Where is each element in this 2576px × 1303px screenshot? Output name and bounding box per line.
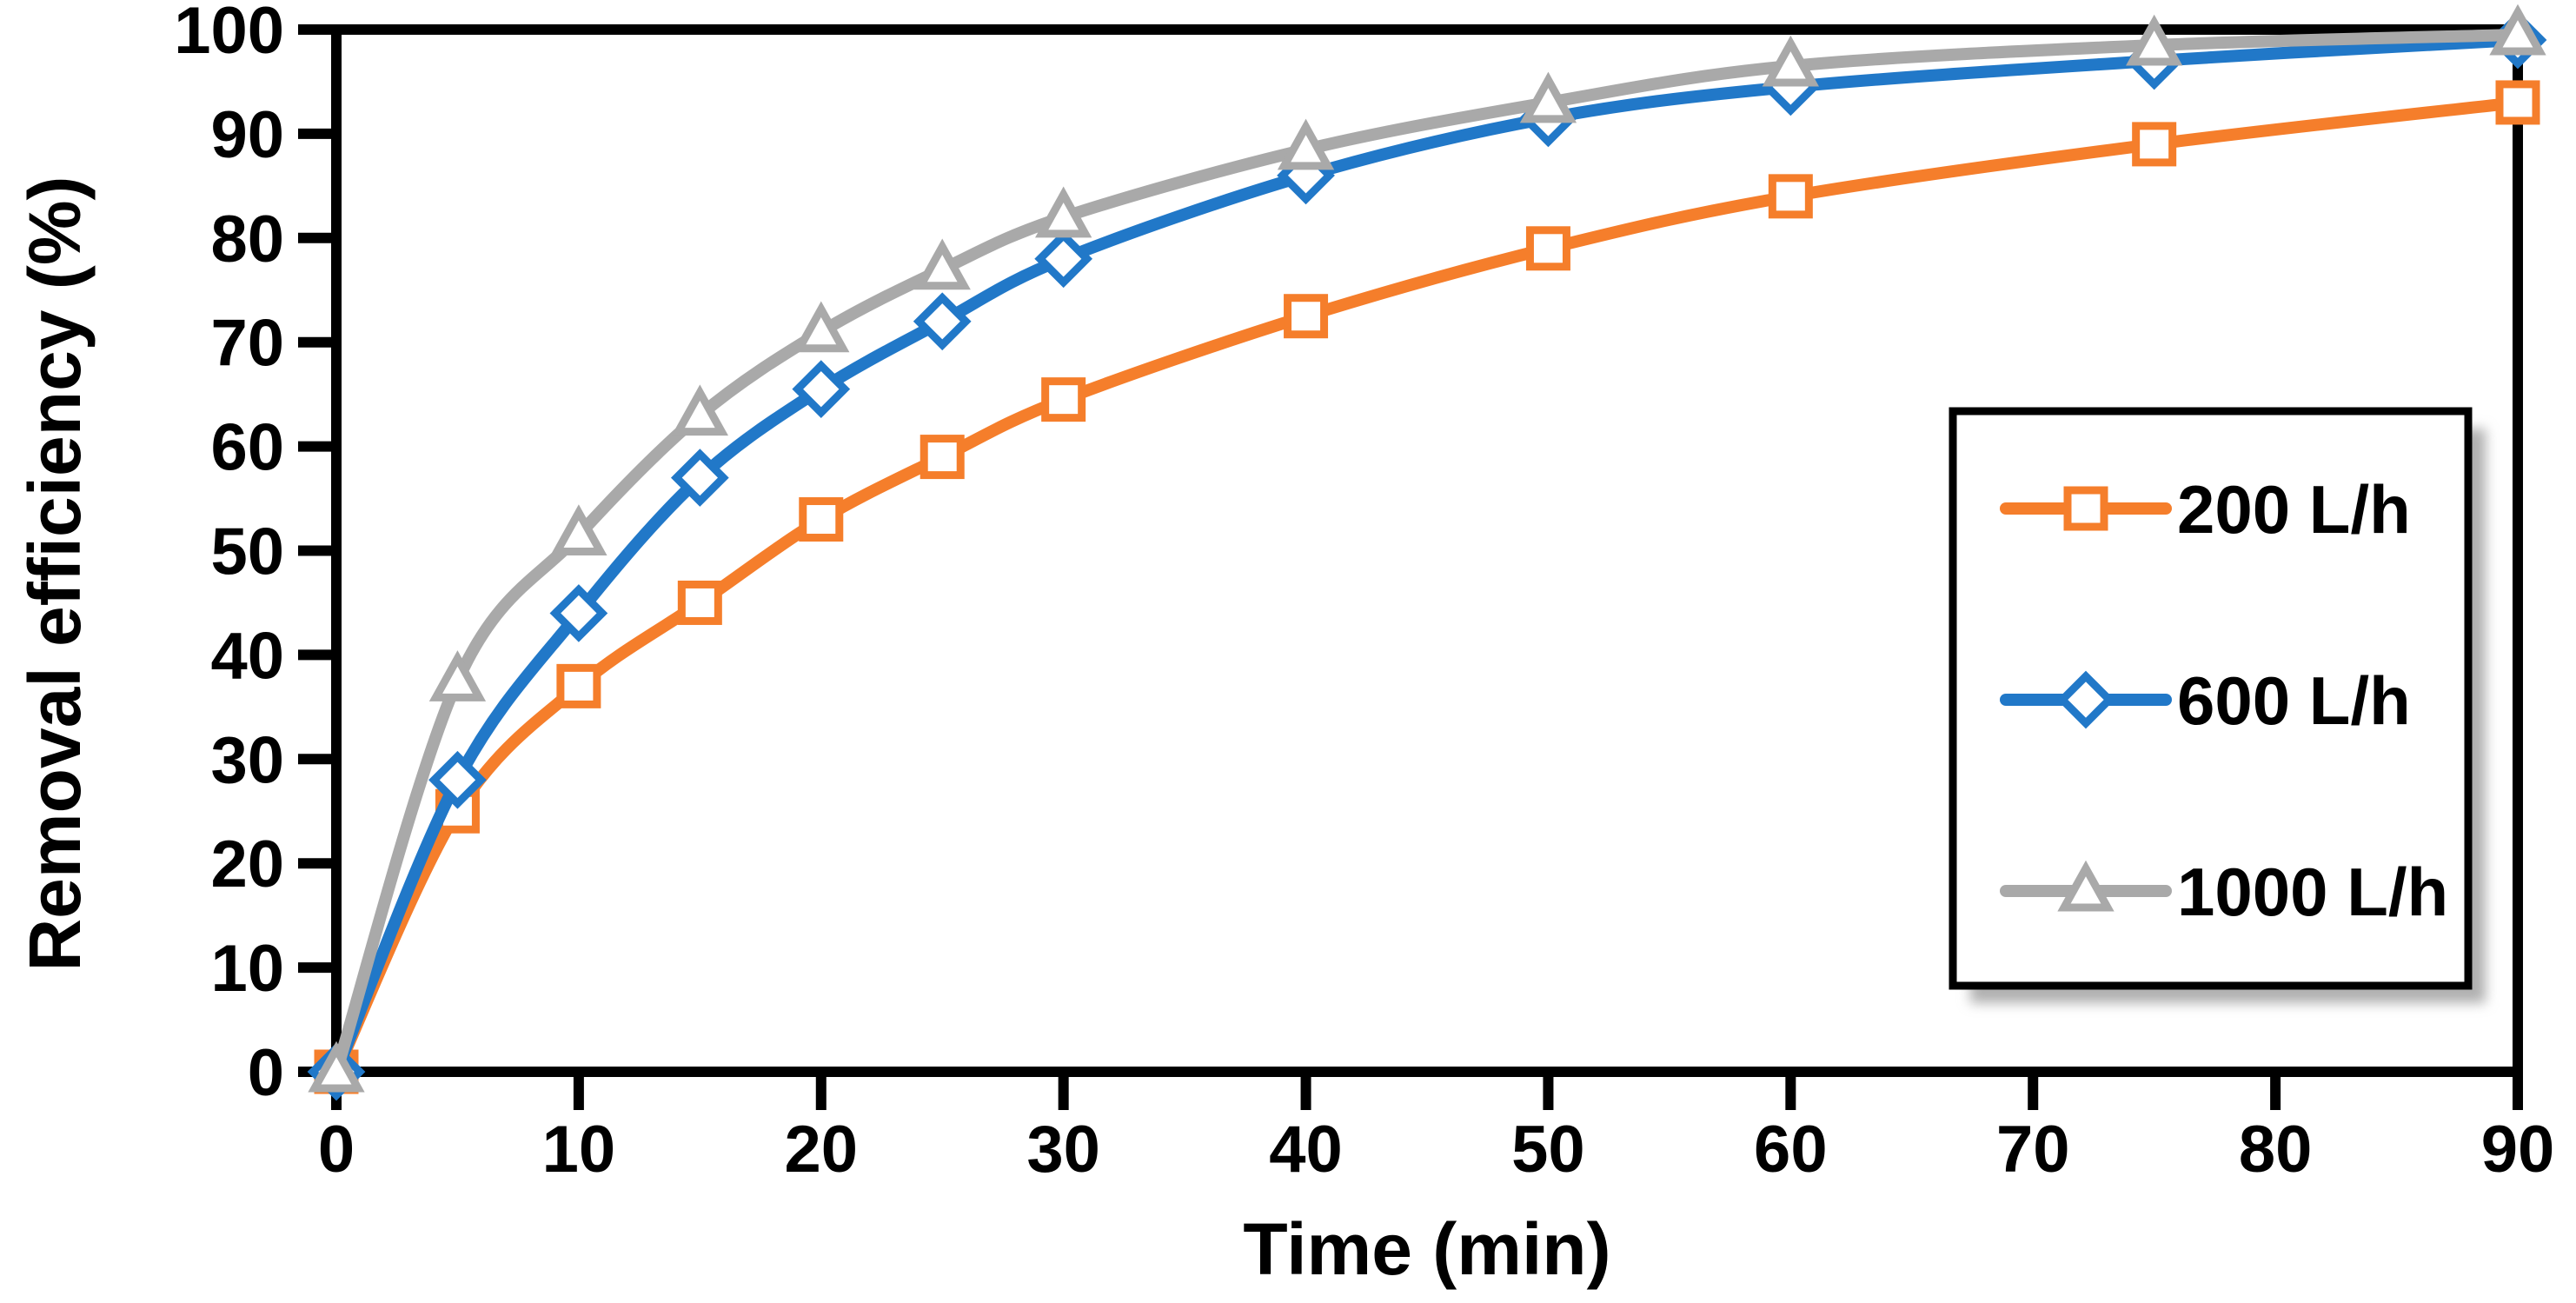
- legend-key-1000-l-h: [2000, 860, 2172, 912]
- series-1000-l-h: [308, 3, 2546, 1093]
- series-200-l-h-marker-square: [1284, 294, 1329, 339]
- legend-key-600-l-h: [2000, 670, 2172, 729]
- legend-key-1000-l-h-marker-triangle: [2057, 860, 2115, 912]
- series-600-l-h-marker-diamond: [792, 360, 851, 419]
- series-1000-l-h-marker-triangle: [671, 384, 728, 436]
- series-600-l-h-marker-diamond: [549, 584, 608, 642]
- series-600-l-h-marker-diamond: [1034, 229, 1093, 289]
- legend-keys: [2000, 486, 2172, 912]
- series-200-l-h-marker-square: [556, 663, 601, 708]
- series-600-l-h-marker-diamond: [670, 449, 729, 507]
- series-200-l-h-marker-square: [1768, 174, 1813, 219]
- legend-key-600-l-h-marker-diamond: [2056, 670, 2115, 729]
- series-1000-l-h-marker-triangle: [1762, 35, 1819, 87]
- x-tick-label: 30: [1026, 1113, 1100, 1187]
- series-200-l-h-marker-square: [1525, 226, 1570, 271]
- axis-tick-labels: 0 10 20 30 40 50 60 70 80 90 0 10 20 30 40 50 60 70 80 90 10…: [174, 0, 2554, 1187]
- series-200-l-h-marker-square: [1041, 377, 1086, 422]
- series-1000-l-h-marker-triangle: [428, 650, 487, 701]
- y-tick-label: 20: [210, 828, 284, 901]
- plot-frame: [331, 24, 2523, 1077]
- legend: 200 L/h 600 L/h 1000 L/h: [1949, 407, 2486, 1003]
- series-1000-l-h-marker-triangle: [1277, 118, 1335, 170]
- x-tick-label: 90: [2481, 1113, 2555, 1187]
- series-1000-l-h-marker-triangle: [2126, 14, 2183, 66]
- x-tick-label: 70: [1996, 1113, 2070, 1187]
- y-tick-label: 100: [174, 0, 284, 68]
- series-1000-l-h-marker-triangle: [2489, 3, 2546, 56]
- y-tick-label: 0: [248, 1036, 284, 1110]
- x-tick-label: 50: [1511, 1113, 1585, 1187]
- axis-ticks: [298, 24, 2523, 1110]
- x-tick-label: 40: [1269, 1113, 1343, 1187]
- y-tick-label: 60: [210, 411, 284, 485]
- x-tick-label: 60: [1754, 1113, 1828, 1187]
- legend-label-600lh: 600 L/h: [2177, 662, 2411, 739]
- series-1000-l-h-marker-triangle: [550, 504, 607, 556]
- series-200-l-h-marker-square: [2132, 122, 2177, 167]
- y-tick-label: 40: [210, 619, 284, 693]
- y-tick-label: 70: [210, 307, 284, 381]
- y-axis-title: Removal efficiency (%): [14, 176, 96, 972]
- y-tick-label: 90: [210, 98, 284, 172]
- legend-label-200lh: 200 L/h: [2177, 471, 2411, 548]
- x-tick-label: 0: [318, 1113, 355, 1187]
- x-axis-title: Time (min): [1243, 1208, 1610, 1290]
- series-200-l-h: [314, 80, 2540, 1094]
- series-200-l-h-marker-square: [799, 497, 844, 542]
- y-tick-label: 30: [210, 723, 284, 797]
- x-tick-label: 10: [542, 1113, 616, 1187]
- legend-label-1000lh: 1000 L/h: [2177, 854, 2448, 930]
- series-200-l-h-marker-square: [920, 435, 965, 480]
- series-1000-l-h-marker-triangle: [1035, 186, 1092, 238]
- data-series: [307, 3, 2547, 1101]
- y-tick-label: 10: [210, 932, 284, 1006]
- legend-key-200-l-h: [2000, 486, 2172, 531]
- series-600-l-h-marker-diamond: [428, 750, 487, 809]
- series-1000-l-h-marker-triangle: [1519, 71, 1577, 123]
- series-200-l-h-marker-square: [677, 580, 722, 625]
- y-tick-label: 80: [210, 203, 284, 276]
- series-200-l-h-marker-square: [2495, 80, 2540, 125]
- legend-key-200-l-h-marker-square: [2063, 486, 2108, 531]
- y-tick-label: 50: [210, 515, 284, 589]
- series-600-l-h-marker-diamond: [913, 292, 972, 351]
- x-tick-label: 20: [785, 1113, 859, 1187]
- x-tick-label: 80: [2239, 1113, 2313, 1187]
- series-1000-l-h-marker-triangle: [793, 301, 850, 353]
- series-1000-l-h-marker-triangle: [308, 1040, 365, 1093]
- series-1000-l-h-marker-triangle: [913, 238, 971, 290]
